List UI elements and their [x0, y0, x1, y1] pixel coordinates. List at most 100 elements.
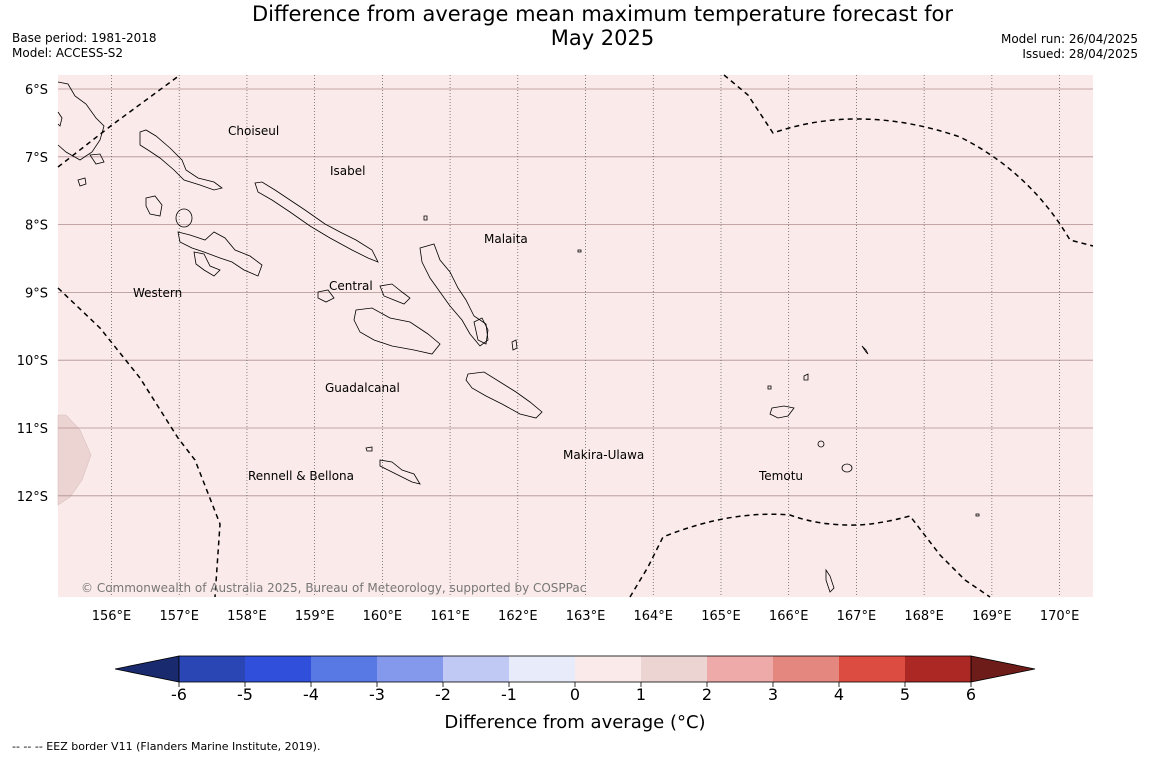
colorbar-tick-label: 6 — [966, 685, 976, 704]
colorbar-tick-label: 1 — [636, 685, 646, 704]
colorbar-tick-label: 5 — [900, 685, 910, 704]
anomaly-patch — [57, 414, 92, 506]
region-label-guadalcanal: Guadalcanal — [325, 381, 400, 395]
colorbar-title: Difference from average (°C) — [444, 712, 705, 733]
island-shortland — [77, 177, 87, 187]
colorbar-tick-label: 2 — [702, 685, 712, 704]
colorbar-tick-label: 4 — [834, 685, 844, 704]
colorbar-segment — [839, 656, 905, 682]
island-utupua — [861, 345, 869, 355]
title-line-1: Difference from average mean maximum tem… — [252, 2, 953, 26]
island-rendova — [193, 251, 221, 277]
eez-borders — [57, 74, 1094, 598]
region-label-western: Western — [133, 286, 182, 300]
island-florida — [379, 283, 411, 305]
issued-date: Issued: 28/04/2025 — [1022, 47, 1138, 61]
island-fataka — [975, 513, 980, 517]
region-label-makira-ulawa: Makira-Ulawa — [563, 448, 644, 462]
island-small-malaita — [473, 317, 489, 345]
longitude-label: 157°E — [159, 609, 199, 624]
island-vanikoro — [825, 568, 835, 593]
map-area — [58, 75, 1093, 597]
latitude-label: 6°S — [25, 83, 48, 98]
longitude-label: 169°E — [972, 609, 1012, 624]
island-russell — [317, 289, 335, 303]
longitude-label: 161°E — [430, 609, 470, 624]
colorbar-segment — [179, 656, 245, 682]
eez-border-east — [723, 74, 1094, 247]
base-period: Base period: 1981-2018 — [12, 31, 157, 45]
island-anuta — [817, 440, 825, 448]
island-bellona — [365, 446, 373, 452]
title-line-2: May 2025 — [550, 26, 655, 50]
island-tikopia — [841, 463, 853, 473]
colorbar-tick-label: -3 — [369, 685, 385, 704]
colorbar-segment — [377, 656, 443, 682]
region-labels: Choiseul Isabel Malaita Western Central … — [133, 124, 803, 483]
colorbar-segment — [575, 656, 641, 682]
island-malaita — [419, 243, 489, 347]
region-label-choiseul: Choiseul — [228, 124, 279, 138]
region-label-central: Central — [329, 279, 373, 293]
island-rennell — [379, 459, 421, 485]
colorbar-over-arrow — [970, 655, 1036, 683]
map-grid — [58, 75, 1093, 597]
latitude-labels: 6°S 7°S 8°S 9°S 10°S 11°S 12°S — [17, 83, 48, 505]
colorbar-tick-label: -1 — [501, 685, 517, 704]
island-sikaiana — [577, 249, 582, 253]
eez-footnote: -- -- -- EEZ border V11 (Flanders Marine… — [12, 740, 321, 753]
longitude-label: 156°E — [92, 609, 132, 624]
colorbar-segment — [311, 656, 377, 682]
colorbar-segment — [641, 656, 707, 682]
longitude-labels: 156°E 157°E 158°E 159°E 160°E 161°E 162°E 163°E… — [92, 609, 1080, 624]
colorbar-tick-label: -5 — [237, 685, 253, 704]
run-info: Model run: 26/04/2025 Issued: 28/04/2025 — [1001, 32, 1138, 62]
longitude-label: 166°E — [769, 609, 809, 624]
island-treasury — [89, 153, 105, 165]
model-run: Model run: 26/04/2025 — [1000, 32, 1138, 46]
colorbar-segment — [245, 656, 311, 682]
island-vella-lavella — [145, 195, 163, 217]
region-label-rennell-bellona: Rennell & Bellona — [248, 469, 354, 483]
copyright-notice: © Commonwealth of Australia 2025, Bureau… — [81, 581, 586, 595]
latitude-label: 9°S — [25, 286, 48, 301]
latitude-label: 8°S — [25, 219, 48, 234]
island-new-georgia — [177, 231, 263, 277]
longitude-label: 159°E — [295, 609, 335, 624]
latitude-label: 11°S — [17, 422, 48, 437]
colorbar-segment — [707, 656, 773, 682]
colorbar-tick-label: -6 — [171, 685, 187, 704]
island-isabel — [254, 181, 379, 263]
colorbar-tick-label: -2 — [435, 685, 451, 704]
island-makira — [465, 371, 543, 419]
colorbar — [114, 655, 1036, 683]
eez-border-north — [57, 74, 181, 168]
coastlines — [57, 81, 980, 593]
eez-border-west — [57, 287, 221, 598]
latitude-label: 10°S — [17, 354, 48, 369]
region-label-malaita: Malaita — [484, 232, 528, 246]
colorbar-under-arrow — [114, 655, 180, 683]
island-ontong — [423, 215, 428, 221]
island-choiseul — [139, 129, 223, 191]
island-kolombangara — [175, 208, 193, 228]
longitude-label: 168°E — [904, 609, 944, 624]
chart-title: Difference from average mean maximum tem… — [200, 2, 1005, 50]
island-santa-cruz — [769, 405, 795, 419]
island-buka — [57, 111, 63, 127]
longitude-label: 165°E — [701, 609, 741, 624]
colorbar-tick-label: 0 — [570, 685, 580, 704]
island-duff — [803, 373, 809, 381]
model-info: Base period: 1981-2018 Model: ACCESS-S2 — [12, 31, 157, 61]
island-bougainville — [57, 81, 105, 161]
longitude-label: 167°E — [837, 609, 877, 624]
latitude-label: 12°S — [17, 490, 48, 505]
island-guadalcanal — [353, 307, 441, 355]
longitude-label: 163°E — [566, 609, 606, 624]
region-label-isabel: Isabel — [330, 164, 365, 178]
colorbar-ticks: -6 -5 -4 -3 -2 -1 0 1 2 3 4 5 6 — [171, 682, 976, 704]
model-name: Model: ACCESS-S2 — [12, 46, 124, 60]
longitude-label: 158°E — [227, 609, 267, 624]
island-ulawa — [511, 339, 518, 351]
island-reef — [767, 385, 772, 390]
